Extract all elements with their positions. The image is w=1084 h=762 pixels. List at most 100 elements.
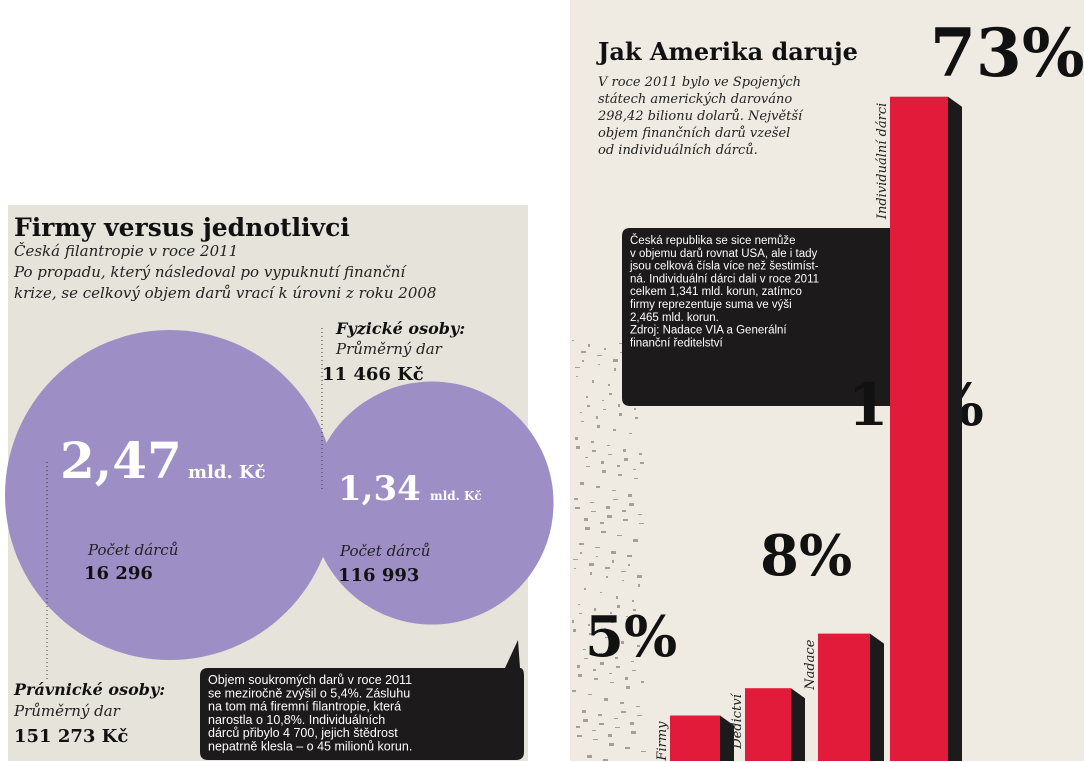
texture xyxy=(588,624,590,626)
texture xyxy=(636,706,640,707)
texture xyxy=(581,351,586,353)
texture xyxy=(604,628,606,629)
texture xyxy=(575,507,580,509)
texture xyxy=(616,596,618,599)
texture xyxy=(608,454,612,455)
texture xyxy=(596,416,598,419)
texture xyxy=(582,710,586,713)
texture xyxy=(613,429,616,431)
texture xyxy=(611,551,616,554)
company-value: 151 273 Kč xyxy=(14,726,128,747)
texture xyxy=(588,344,590,347)
note-line: narostla o 10,8%. Individuálních xyxy=(208,713,385,727)
texture xyxy=(590,572,592,575)
texture xyxy=(584,588,586,590)
texture xyxy=(617,535,622,536)
note-line: dárců přibylo 4 700, jejich štědrost xyxy=(208,726,398,740)
texture xyxy=(633,609,636,611)
texture xyxy=(621,641,624,644)
bar xyxy=(670,715,720,761)
bar-shadow xyxy=(948,96,962,761)
texture xyxy=(629,433,632,434)
count-label: Počet dárců xyxy=(339,542,430,560)
texture xyxy=(626,616,628,617)
texture xyxy=(580,482,584,485)
texture xyxy=(602,400,604,401)
texture xyxy=(592,450,596,452)
texture xyxy=(633,539,638,542)
texture xyxy=(584,518,588,521)
texture xyxy=(589,633,592,635)
texture xyxy=(612,490,616,491)
texture xyxy=(607,515,612,518)
texture xyxy=(638,584,640,587)
chart-title: Jak Amerika daruje xyxy=(596,37,858,66)
texture xyxy=(637,715,642,716)
subtitle: krize, se celkový objem darů vrací k úro… xyxy=(14,284,436,302)
subtitle: státech amerických darováno xyxy=(598,92,792,107)
texture xyxy=(613,499,618,500)
texture xyxy=(577,665,580,668)
texture xyxy=(619,413,622,416)
texture xyxy=(615,727,620,728)
texture xyxy=(601,461,604,464)
person-value: 11 466 Kč xyxy=(322,364,424,385)
note-line: nepatrně klesla – o 45 milionů korun. xyxy=(208,740,412,754)
texture xyxy=(594,678,598,680)
value-label: 73% xyxy=(930,14,1084,92)
bar-shadow xyxy=(870,633,884,761)
texture xyxy=(574,498,578,500)
texture xyxy=(579,543,584,545)
company-sublabel: Průměrný dar xyxy=(13,702,121,720)
texture xyxy=(612,560,614,563)
texture xyxy=(584,658,588,659)
texture xyxy=(576,446,580,449)
texture xyxy=(618,474,622,476)
texture xyxy=(631,661,634,662)
person-sublabel: Průměrný dar xyxy=(335,340,443,358)
note-line: finanční ředitelství xyxy=(630,337,723,349)
callout xyxy=(622,175,918,406)
texture xyxy=(598,364,600,365)
texture xyxy=(609,743,614,746)
texture xyxy=(619,343,624,344)
texture xyxy=(582,360,584,362)
note-line: celkem 1,341 mld. korun, zatímco xyxy=(630,286,802,298)
texture xyxy=(608,384,610,386)
texture xyxy=(637,575,642,578)
texture xyxy=(579,613,582,614)
note-line: Zdroj: Nadace VIA a Generální xyxy=(630,325,787,337)
note-line: ná. Individuální dárci dali v roce 2011 xyxy=(630,273,819,285)
texture xyxy=(609,393,612,395)
texture xyxy=(588,694,592,695)
bubble xyxy=(310,381,554,625)
subtitle: Česká filantropie v roce 2011 xyxy=(14,241,238,260)
texture xyxy=(596,556,598,557)
count: 16 296 xyxy=(84,563,153,584)
value-label: 8% xyxy=(760,523,852,589)
texture xyxy=(621,571,626,572)
texture xyxy=(618,404,620,407)
texture xyxy=(591,441,594,443)
title: Firmy versus jednotlivci xyxy=(14,213,350,242)
texture xyxy=(600,592,602,593)
texture xyxy=(599,653,602,656)
texture xyxy=(593,669,596,671)
bubble-value: 1,34 xyxy=(338,469,421,509)
texture xyxy=(606,506,610,509)
texture xyxy=(576,726,580,728)
texture xyxy=(615,657,618,659)
texture xyxy=(622,580,624,581)
texture xyxy=(594,608,596,611)
count: 116 993 xyxy=(338,565,419,586)
texture xyxy=(623,519,628,521)
bar xyxy=(818,633,870,761)
texture xyxy=(604,698,608,701)
texture xyxy=(641,751,646,752)
texture xyxy=(631,731,636,734)
category-label: Individuální dárci xyxy=(875,103,890,220)
bubble xyxy=(4,329,336,661)
texture xyxy=(638,514,642,515)
